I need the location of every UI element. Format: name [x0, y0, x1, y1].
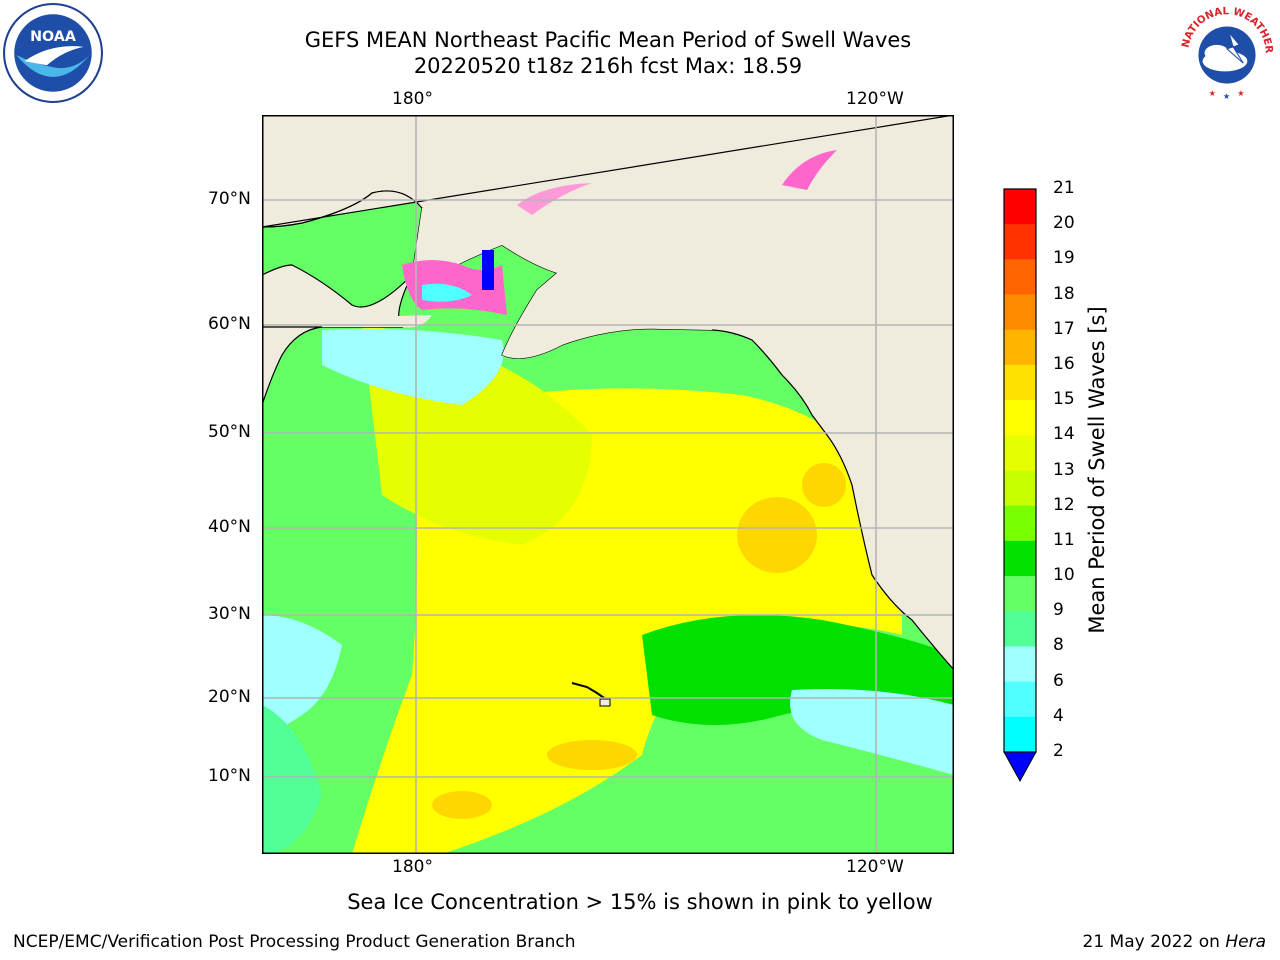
- colorbar-tick-label: 11: [1053, 529, 1075, 550]
- siberia-coast: [262, 264, 413, 328]
- swell-zone-orange-1: [737, 497, 817, 573]
- colorbar-tick-label: 13: [1053, 459, 1075, 480]
- colorbar-tick-label: 6: [1053, 670, 1064, 691]
- colorbar-swatch: [1004, 505, 1036, 542]
- swell-zone-orange-3: [547, 740, 637, 770]
- generation-date-text: 21 May 2022 on: [1082, 932, 1220, 952]
- ice-edge-cyan: [422, 283, 472, 302]
- colorbar-extend-min: [1003, 751, 1037, 783]
- noaa-logo-text: NOAA: [30, 29, 76, 45]
- kamchatka: [262, 326, 323, 406]
- colorbar-swatch: [1004, 470, 1036, 507]
- national-weather-service-logo: NATIONAL WEATHER SERVICE ★ ★ ★: [1176, 2, 1275, 101]
- alaska-interior: [412, 182, 712, 359]
- colorbar-swatch: [1004, 716, 1036, 753]
- swell-zone-low-west: [262, 615, 342, 735]
- colorbar-swatch: [1004, 224, 1036, 260]
- sea-ice-core: [482, 250, 494, 290]
- colorbar-swatch: [1004, 329, 1036, 366]
- colorbar-tick-label: 19: [1053, 248, 1075, 269]
- colorbar-tick-label: 12: [1053, 494, 1075, 515]
- generation-date: 21 May 2022 on Hera: [1083, 932, 1267, 952]
- sea-ice-beaufort: [782, 150, 837, 190]
- colorbar-tick-label: 16: [1053, 353, 1075, 374]
- lat-label-30n: 30°N: [208, 604, 251, 624]
- big-island: [599, 698, 611, 707]
- colorbar-frame: [1003, 188, 1037, 753]
- lat-label-60n: 60°N: [208, 314, 251, 334]
- lat-label-40n: 40°N: [208, 517, 251, 537]
- colorbar-tick-label: 9: [1053, 600, 1064, 621]
- lat-label-50n: 50°N: [208, 422, 251, 442]
- colorbar-swatch: [1004, 681, 1036, 718]
- noaa-logo: NOAA: [3, 3, 103, 103]
- colorbar-swatch: [1004, 259, 1036, 296]
- swell-zone-low-east: [790, 689, 954, 775]
- lat-label-70n: 70°N: [208, 189, 251, 209]
- colorbar-swatch: [1004, 294, 1036, 331]
- swell-period-map: [262, 115, 954, 854]
- lat-label-10n: 10°N: [208, 766, 251, 786]
- sea-ice-note: Sea Ice Concentration > 15% is shown in …: [347, 890, 933, 914]
- colorbar-tick-label: 18: [1053, 283, 1075, 304]
- colorbar-tick-label: 21: [1053, 178, 1075, 198]
- swell-zone-orange-2: [802, 463, 846, 507]
- colorbar-tick-label: 2: [1053, 741, 1064, 761]
- colorbar-tick-label: 8: [1053, 635, 1064, 656]
- swell-zone-orange-4: [432, 791, 492, 819]
- colorbar-swatch: [1004, 540, 1036, 577]
- map-frame: [262, 115, 954, 854]
- colorbar-tick-label: 4: [1053, 705, 1064, 726]
- colorbar-tick-label: 15: [1053, 389, 1075, 410]
- colorbar-swatch: [1004, 189, 1036, 225]
- hawaiian-islands: [571, 682, 608, 701]
- colorbar-swatch: [1004, 646, 1036, 683]
- lon-label-top-120w: 120°W: [846, 89, 904, 109]
- colorbar-swatch: [1004, 364, 1036, 401]
- colorbar-tick-label: 14: [1053, 424, 1075, 445]
- producer-credit: NCEP/EMC/Verification Post Processing Pr…: [13, 932, 576, 952]
- colorbar: [1003, 188, 1037, 783]
- colorbar-label: Mean Period of Swell Waves [s]: [1085, 306, 1109, 634]
- colorbar-swatch: [1004, 435, 1036, 471]
- lon-label-bottom-180: 180°: [392, 857, 433, 877]
- swell-zone-low-north: [322, 328, 504, 405]
- svg-text:★: ★: [1223, 91, 1230, 101]
- colorbar-tick-label: 10: [1053, 565, 1075, 586]
- map-title: GEFS MEAN Northeast Pacific Mean Period …: [304, 28, 912, 52]
- svg-text:★: ★: [1209, 88, 1216, 98]
- colorbar-swatch: [1004, 611, 1036, 647]
- colorbar-swatch: [1004, 576, 1036, 612]
- host-name: Hera: [1225, 932, 1266, 952]
- colorbar-swatch: [1004, 400, 1036, 436]
- sea-ice-chukchi: [517, 183, 592, 215]
- lat-label-20n: 20°N: [208, 687, 251, 707]
- swell-zone-9s: [262, 705, 322, 854]
- colorbar-tick-label: 20: [1053, 213, 1075, 234]
- lon-label-top-180: 180°: [392, 89, 433, 109]
- colorbar-tick-label: 17: [1053, 318, 1075, 339]
- lon-label-bottom-120w: 120°W: [846, 857, 904, 877]
- svg-text:★: ★: [1237, 88, 1244, 98]
- map-subtitle: 20220520 t18z 216h fcst Max: 18.59: [413, 54, 803, 78]
- graticule: [262, 115, 954, 854]
